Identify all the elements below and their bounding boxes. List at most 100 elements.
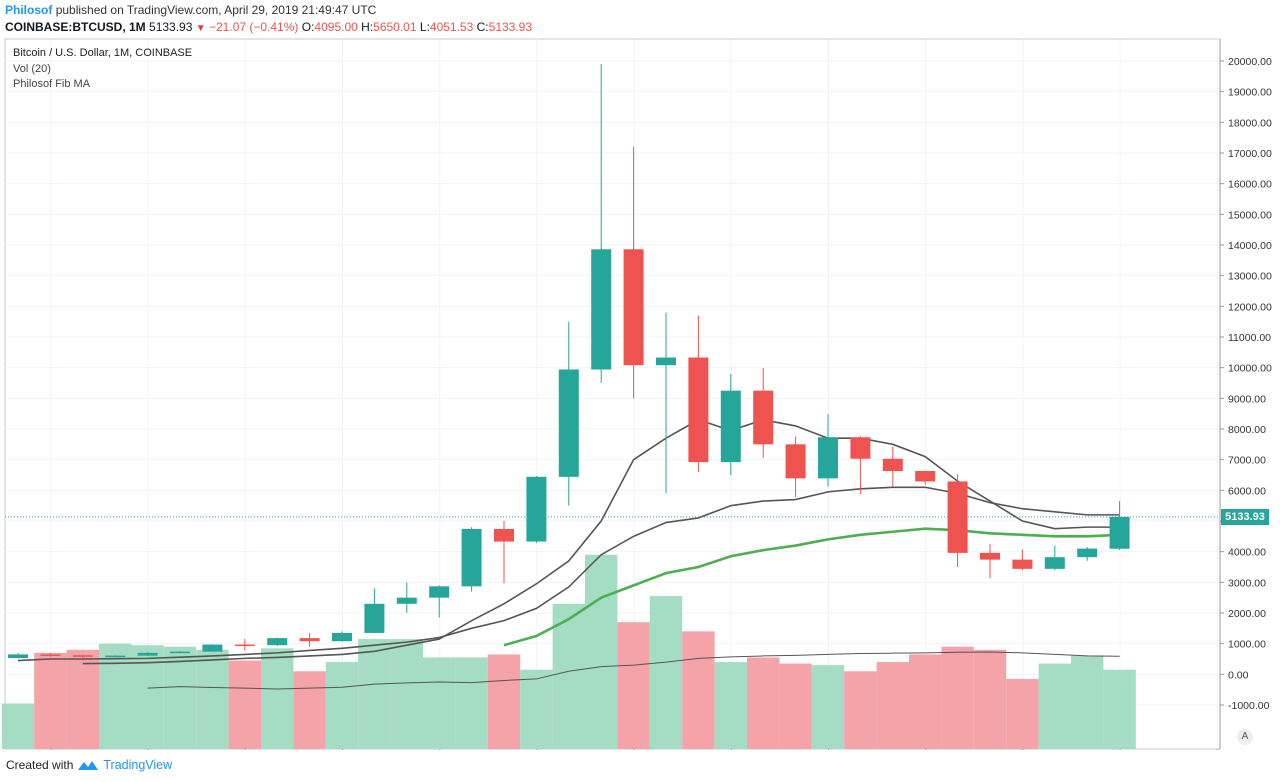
autoscale-button[interactable]: A	[1237, 729, 1253, 745]
high-label: H:	[361, 20, 374, 34]
candle-body	[818, 437, 838, 479]
legend-title: Bitcoin / U.S. Dollar, 1M, COINBASE	[13, 47, 193, 59]
candle-body	[364, 603, 385, 633]
high-value: 5650.01	[373, 20, 417, 34]
candle-body	[850, 437, 871, 459]
candle-body	[1044, 557, 1065, 569]
candle-body	[656, 357, 676, 366]
y-tick-label: 0.00	[1228, 669, 1249, 681]
volume-bar	[714, 662, 747, 749]
candle-body	[72, 655, 93, 657]
candle-body	[1012, 559, 1033, 569]
volume-bar	[617, 622, 650, 749]
open-value: 4095.00	[314, 20, 358, 34]
close-value: 5133.93	[488, 20, 533, 34]
volume-bar	[455, 657, 488, 749]
volume-bar	[358, 639, 391, 749]
legend-volume[interactable]: Vol (20)	[13, 62, 51, 75]
candle-body	[947, 481, 968, 553]
author-name[interactable]: Philosof	[5, 3, 53, 17]
y-tick-label: 12000.00	[1228, 301, 1272, 313]
legend-ma[interactable]: Philosof Fib MA	[13, 78, 91, 90]
volume-bar	[423, 657, 456, 749]
volume-bar	[585, 554, 618, 749]
y-tick-label: 14000.00	[1228, 240, 1272, 252]
candle-body	[396, 597, 417, 604]
open-label: O:	[301, 20, 315, 34]
low-value: 4051.53	[429, 20, 474, 34]
y-tick-label: 8000.00	[1228, 424, 1266, 436]
candle-body	[526, 476, 547, 542]
volume-bar	[844, 671, 877, 749]
y-tick-label: 4000.00	[1228, 547, 1266, 559]
volume-bar	[131, 645, 164, 749]
candle-body	[591, 249, 612, 370]
volume-bar	[261, 648, 294, 749]
candle-body	[785, 444, 806, 479]
y-tick-label: -1000.00	[1228, 700, 1270, 712]
publish-date: published on TradingView.com, April 29, …	[55, 3, 377, 17]
volume-bar	[779, 663, 812, 749]
volume-bar	[228, 660, 261, 749]
volume-bar	[909, 654, 942, 749]
y-axis[interactable]: -1000.00 0.00 1000.00 2000.00 3000.00 4000.00…	[1219, 39, 1272, 749]
candle-body	[688, 357, 709, 463]
candle-body	[882, 458, 903, 472]
candle-body	[202, 644, 223, 652]
volume-sma-line	[147, 651, 1120, 690]
volume-bar	[390, 639, 423, 749]
moving-averages	[5, 418, 1218, 690]
y-tick-label: 13000.00	[1228, 271, 1272, 283]
y-tick-label: 18000.00	[1228, 117, 1272, 129]
y-tick-label: 7000.00	[1228, 455, 1266, 467]
volume-bar	[1006, 678, 1039, 749]
y-tick-label: 6000.00	[1228, 485, 1266, 497]
y-tick-label: 11000.00	[1228, 332, 1271, 344]
candle-body	[720, 390, 741, 463]
y-tick-label: 20000.00	[1228, 56, 1272, 68]
candle-body	[623, 249, 644, 366]
publish-info: Philosof published on TradingView.com, A…	[5, 2, 376, 19]
candle-body	[558, 369, 579, 477]
volume-bar	[163, 646, 197, 749]
x-axis[interactable]: JulOct2017AprJulOct2018AprJulOct2019AprJ…	[44, 749, 1223, 750]
candle-body	[8, 654, 28, 659]
volume-bar	[325, 662, 359, 749]
volume-bar	[1038, 663, 1071, 749]
symbol-quote-bar: COINBASE:BTCUSD, 1M 5133.93 ▼ −21.07 (−0…	[5, 19, 532, 37]
volume-bar	[876, 662, 909, 749]
price-chart[interactable]: -1000.00 0.00 1000.00 2000.00 3000.00 4000.00…	[0, 36, 1280, 750]
candle-body	[40, 654, 61, 656]
volume-bar	[196, 649, 229, 749]
volume-bar	[66, 649, 99, 749]
y-tick-label: 3000.00	[1228, 577, 1266, 589]
volume-bar	[941, 646, 974, 749]
candle-body	[753, 390, 774, 445]
volume-bar	[99, 643, 132, 749]
tradingview-brand[interactable]: TradingView	[103, 758, 173, 772]
volume-bar	[552, 603, 585, 749]
y-tick-label: 2000.00	[1228, 608, 1266, 620]
close-label: C:	[476, 20, 489, 34]
volume-bar	[682, 631, 715, 749]
volume-bar	[811, 665, 845, 749]
volume-bar	[520, 669, 553, 749]
volume-bar	[1103, 669, 1136, 749]
ma-slow-line	[17, 486, 1120, 662]
price-change: −21.07 (−0.41%)	[209, 20, 299, 34]
symbol-label: COINBASE:BTCUSD, 1M	[5, 20, 146, 34]
volume-bar	[747, 657, 780, 749]
candle-body	[137, 652, 158, 656]
candle-body	[980, 552, 1000, 560]
last-price: 5133.93	[149, 20, 193, 34]
created-with-label: Created with	[6, 758, 74, 772]
y-tick-label: 19000.00	[1228, 87, 1272, 99]
y-tick-label: 1000.00	[1228, 639, 1266, 651]
y-tick-label: 9000.00	[1228, 393, 1266, 405]
candle-body	[105, 655, 126, 658]
candle-body	[234, 644, 255, 647]
grid	[5, 39, 1218, 749]
ma-green-line	[503, 527, 1120, 647]
y-tick-label: 17000.00	[1228, 148, 1272, 160]
tradingview-logo-icon	[78, 761, 99, 770]
